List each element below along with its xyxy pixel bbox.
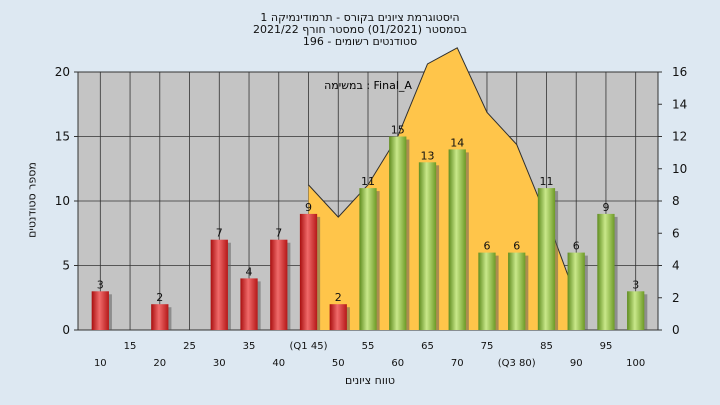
bar-value-label: 3: [632, 278, 639, 291]
axes: 0 5 10 15 20 0 2 4 6 8 10 12 14 16 10 15 20 25 30 35 40 (Q1 4…: [55, 65, 688, 369]
x-tick-label: 85: [540, 341, 553, 352]
x-tick-label: 55: [362, 341, 375, 352]
y2-tick-label: 8: [672, 194, 680, 208]
y2-tick-label: 0: [672, 323, 680, 337]
y2-tick-label: 14: [672, 97, 687, 111]
bar-value-label: 2: [156, 291, 163, 304]
y-tick-label: 20: [55, 65, 70, 79]
bar-60: [389, 136, 407, 330]
x-tick-label: 90: [570, 358, 583, 369]
y2-tick-label: 10: [672, 162, 687, 176]
chart-title-line-3: סטודנטים רשומים - 196: [302, 35, 418, 48]
bar-value-label: 14: [450, 136, 464, 149]
bar-55: [359, 188, 377, 330]
bar-value-label: 6: [513, 240, 520, 253]
y-tick-label: 5: [62, 259, 70, 273]
x-tick-label: 95: [600, 341, 613, 352]
bar-value-label: 6: [573, 240, 580, 253]
x-tick-label: 70: [451, 358, 464, 369]
bar-value-label: 7: [275, 227, 282, 240]
bars: [91, 136, 648, 330]
bar-65: [418, 162, 437, 330]
y2-tick-label: 12: [672, 130, 687, 144]
bar-value-label: 4: [246, 265, 253, 278]
bar-value-label: 6: [483, 240, 490, 253]
bar-value-label: 9: [305, 201, 312, 214]
bar-70: [448, 149, 466, 330]
bar-75: [478, 252, 496, 330]
bar-30: [210, 239, 228, 330]
y-tick-label: 15: [55, 130, 70, 144]
x-tick-label: 35: [243, 341, 256, 352]
y-axis-label: מספר סטודנטים: [25, 162, 39, 238]
y2-tick-label: 16: [672, 65, 687, 79]
bar-10: [91, 291, 109, 330]
bar-20: [151, 304, 169, 330]
bar-value-label: 11: [361, 175, 375, 188]
y2-tick-label: 4: [672, 259, 680, 273]
x-tick-label: 40: [272, 358, 285, 369]
x-tick-label: 25: [183, 341, 196, 352]
y-tick-label: 10: [55, 194, 70, 208]
x-tick-label: 10: [94, 358, 107, 369]
bar-Q145: [299, 213, 318, 330]
bar-value-label: 2: [335, 291, 342, 304]
bar-50: [329, 304, 347, 330]
chart-title-line-2: בסמסטר (01/2021) סמסטר חורף 2021/22: [253, 23, 467, 36]
x-tick-label: 75: [481, 341, 494, 352]
chart-annotation: במשימה : Final_A: [324, 79, 412, 92]
bar-90: [567, 252, 585, 330]
x-tick-label: (Q1 45): [290, 341, 328, 352]
bar-Q380: [508, 252, 526, 330]
bar-100: [627, 291, 645, 330]
x-tick-label: 50: [332, 358, 345, 369]
bar-value-label: 7: [216, 227, 223, 240]
x-axis-label: טווח ציונים: [345, 374, 395, 387]
bar-value-label: 11: [539, 175, 553, 188]
x-tick-label: 60: [391, 358, 404, 369]
bar-value-label: 3: [97, 278, 104, 291]
x-tick-label: 65: [421, 341, 434, 352]
data-labels: 3 2 7 4 7 9 2 11 15 13 14 6 6 11 6 9 3: [97, 124, 639, 305]
bar-35: [240, 278, 258, 330]
bar-value-label: 9: [602, 201, 609, 214]
bar-value-label: 15: [391, 124, 405, 137]
x-tick-label: 20: [153, 358, 166, 369]
bar-value-label: 13: [420, 149, 434, 162]
bar-85: [537, 188, 556, 330]
y2-tick-label: 2: [672, 291, 680, 305]
y-tick-label: 0: [62, 323, 70, 337]
area-outline: [308, 47, 577, 298]
chart-title-line-1: היסטוגרמת ציונים בקורס - תרמודינמיקה 1: [260, 11, 460, 24]
y2-tick-label: 6: [672, 226, 680, 240]
x-tick-label: (Q3 80): [498, 358, 536, 369]
x-tick-label: 100: [626, 358, 645, 369]
x-tick-label: 30: [213, 358, 226, 369]
bar-95: [597, 213, 615, 330]
bar-40: [270, 239, 288, 330]
x-tick-label: 15: [124, 341, 137, 352]
